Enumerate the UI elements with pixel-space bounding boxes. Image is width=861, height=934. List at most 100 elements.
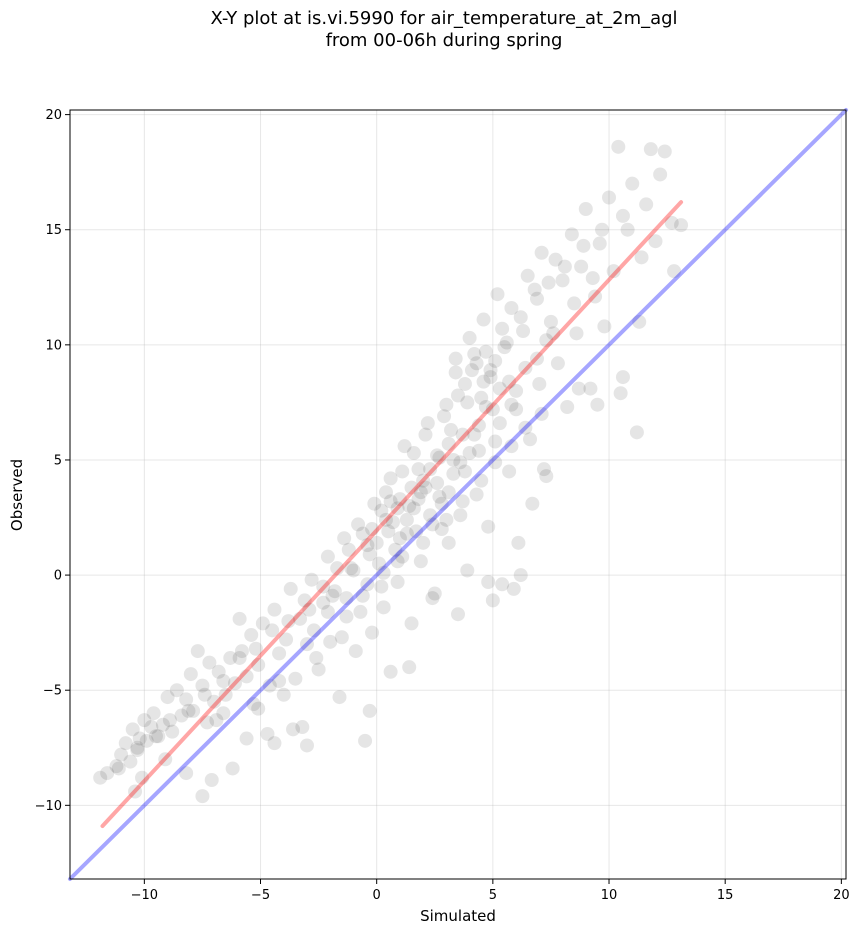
data-point xyxy=(191,644,205,658)
data-point xyxy=(472,444,486,458)
x-axis-label: Simulated xyxy=(420,907,496,925)
data-point xyxy=(484,363,498,377)
data-point xyxy=(674,218,688,232)
data-point xyxy=(572,382,586,396)
data-point xyxy=(463,331,477,345)
data-point xyxy=(658,144,672,158)
data-point xyxy=(460,563,474,577)
data-point xyxy=(625,177,639,191)
data-point xyxy=(495,322,509,336)
data-point xyxy=(614,386,628,400)
data-point xyxy=(590,398,604,412)
data-point xyxy=(391,575,405,589)
data-point xyxy=(205,773,219,787)
data-point xyxy=(226,761,240,775)
data-point xyxy=(530,292,544,306)
data-point xyxy=(240,732,254,746)
x-tick-label: 5 xyxy=(489,888,497,903)
data-point xyxy=(490,287,504,301)
y-tick-label: 5 xyxy=(54,453,62,468)
data-point xyxy=(233,651,247,665)
data-point xyxy=(507,582,521,596)
data-point xyxy=(333,690,347,704)
data-point xyxy=(586,271,600,285)
data-point xyxy=(514,310,528,324)
data-point xyxy=(516,324,530,338)
data-point xyxy=(358,734,372,748)
data-point xyxy=(288,672,302,686)
data-point xyxy=(312,662,326,676)
x-tick-label: 0 xyxy=(373,888,381,903)
data-point xyxy=(147,706,161,720)
data-point xyxy=(209,713,223,727)
data-point xyxy=(384,471,398,485)
y-tick-label: 15 xyxy=(45,223,62,238)
data-point xyxy=(130,743,144,757)
data-point xyxy=(500,336,514,350)
data-point xyxy=(537,462,551,476)
data-point xyxy=(535,246,549,260)
data-point xyxy=(560,400,574,414)
data-point xyxy=(593,237,607,251)
data-point xyxy=(393,531,407,545)
y-axis-ticks: −10−505101520 xyxy=(35,108,70,814)
data-point xyxy=(442,536,456,550)
x-tick-label: 10 xyxy=(601,888,618,903)
data-point xyxy=(630,425,644,439)
data-point xyxy=(569,326,583,340)
data-point xyxy=(451,607,465,621)
x-tick-label: −5 xyxy=(251,888,270,903)
data-point xyxy=(309,651,323,665)
data-point xyxy=(181,704,195,718)
data-point xyxy=(470,488,484,502)
data-point xyxy=(377,600,391,614)
data-point xyxy=(251,702,265,716)
data-point xyxy=(277,688,291,702)
data-point xyxy=(374,580,388,594)
data-point xyxy=(449,352,463,366)
data-point xyxy=(481,575,495,589)
one-to-one-line xyxy=(70,110,846,879)
data-point xyxy=(481,520,495,534)
data-point xyxy=(267,736,281,750)
data-point xyxy=(579,202,593,216)
data-point xyxy=(321,550,335,564)
data-point xyxy=(418,428,432,442)
y-tick-label: −10 xyxy=(35,799,62,814)
data-point xyxy=(286,722,300,736)
data-point xyxy=(346,563,360,577)
data-point xyxy=(611,140,625,154)
data-point xyxy=(353,605,367,619)
data-point xyxy=(542,276,556,290)
data-point xyxy=(421,416,435,430)
data-point xyxy=(449,365,463,379)
data-point xyxy=(363,547,377,561)
data-point xyxy=(407,446,421,460)
data-point xyxy=(384,494,398,508)
x-tick-label: 15 xyxy=(717,888,734,903)
data-point xyxy=(244,628,258,642)
data-point xyxy=(565,227,579,241)
data-point xyxy=(402,660,416,674)
data-point xyxy=(551,356,565,370)
data-point xyxy=(430,476,444,490)
data-point xyxy=(644,142,658,156)
y-tick-label: −5 xyxy=(43,684,62,699)
x-tick-label: −10 xyxy=(131,888,158,903)
data-point xyxy=(425,591,439,605)
data-point xyxy=(272,646,286,660)
regression-line xyxy=(103,202,682,826)
data-point xyxy=(400,513,414,527)
data-point xyxy=(414,554,428,568)
data-point xyxy=(514,568,528,582)
data-point xyxy=(381,524,395,538)
data-point xyxy=(195,789,209,803)
data-point xyxy=(502,464,516,478)
data-point xyxy=(488,435,502,449)
data-point xyxy=(198,688,212,702)
data-point xyxy=(149,729,163,743)
data-point xyxy=(112,761,126,775)
data-point xyxy=(453,455,467,469)
data-point xyxy=(305,573,319,587)
y-axis-label: Observed xyxy=(8,459,26,531)
